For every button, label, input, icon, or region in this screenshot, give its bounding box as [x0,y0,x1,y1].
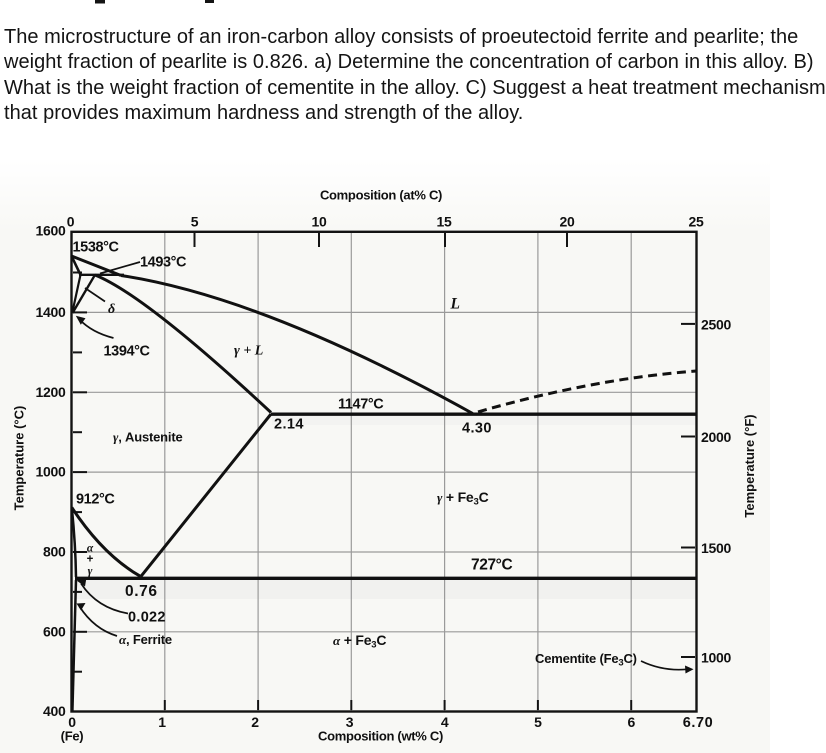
svg-text:Temperature (°C): Temperature (°C) [12,406,27,511]
svg-text:1400: 1400 [36,304,66,320]
svg-text:Temperature (°F): Temperature (°F) [742,414,757,517]
svg-text:10: 10 [312,214,327,230]
svg-text:γ: γ [88,566,93,578]
svg-text:Cementite (Fe3C): Cementite (Fe3C) [535,651,637,669]
svg-text:20: 20 [560,214,575,230]
svg-text:1493°C: 1493°C [140,255,187,271]
svg-text:γ, Austenite: γ, Austenite [113,430,182,445]
svg-text:25: 25 [689,214,704,230]
svg-text:4.30: 4.30 [462,421,492,437]
svg-text:1000: 1000 [701,650,731,666]
svg-text:1200: 1200 [36,384,66,400]
svg-text:1600: 1600 [36,223,66,239]
svg-text:15: 15 [437,214,452,230]
svg-text:0: 0 [68,714,76,730]
svg-text:912°C: 912°C [76,492,115,508]
svg-text:0.022: 0.022 [128,610,166,626]
svg-text:2500: 2500 [701,317,731,333]
svg-text:(Fe): (Fe) [61,729,84,744]
svg-text:γ + L: γ + L [234,344,263,359]
svg-text:1000: 1000 [36,464,66,480]
svg-text:L: L [450,296,460,313]
svg-text:1538°C: 1538°C [73,240,120,256]
svg-text:2.14: 2.14 [274,417,304,433]
svg-text:3: 3 [346,714,354,730]
svg-text:+: + [87,554,94,566]
svg-text:α + Fe3C: α + Fe3C [333,632,386,651]
svg-text:6: 6 [627,714,635,730]
svg-text:6.70: 6.70 [683,715,714,731]
svg-text:0: 0 [67,214,75,230]
svg-text:800: 800 [43,544,66,560]
svg-text:1: 1 [158,714,166,730]
svg-text:5: 5 [534,714,542,730]
svg-text:1147°C: 1147°C [338,397,384,413]
svg-text:Composition (wt% C): Composition (wt% C) [318,729,443,744]
svg-text:5: 5 [191,214,199,230]
svg-text:2: 2 [251,714,259,730]
svg-text:1394°C: 1394°C [104,344,151,360]
svg-text:1500: 1500 [701,540,731,556]
svg-text:δ: δ [108,302,115,317]
svg-text:727°C: 727°C [471,557,512,574]
svg-text:γ + Fe3C: γ + Fe3C [437,489,489,508]
svg-text:Composition (at% C): Composition (at% C) [320,188,442,203]
svg-text:0.76: 0.76 [125,583,158,600]
svg-text:α: α [87,543,94,555]
svg-text:α, Ferrite: α, Ferrite [119,632,172,647]
svg-text:400: 400 [43,703,66,719]
svg-text:2000: 2000 [701,429,731,445]
svg-text:4: 4 [441,714,449,730]
svg-text:600: 600 [43,623,66,639]
